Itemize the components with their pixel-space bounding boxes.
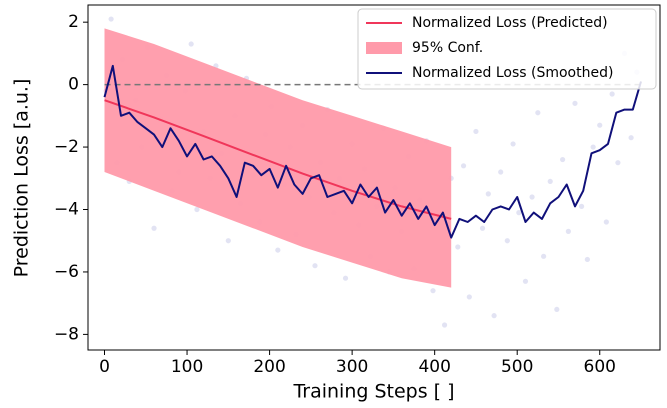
scatter-point: [312, 263, 318, 269]
scatter-point: [430, 288, 436, 294]
line: [104, 99, 452, 220]
scatter-point: [516, 210, 522, 216]
scatter-point: [225, 238, 231, 244]
scatter-point: [565, 228, 571, 234]
scatter-point: [455, 244, 461, 250]
scatter-point: [522, 278, 529, 284]
legend-box: [357, 8, 657, 90]
scatter-point: [615, 160, 621, 166]
scatter-point: [609, 91, 615, 97]
legend-label: Normalized Loss (Predicted): [412, 15, 608, 31]
scatter-point: [504, 238, 510, 244]
legend-label: Normalized Loss (Smoothed): [412, 65, 613, 81]
scatter-point: [188, 41, 194, 47]
y-tick-label: −6: [54, 262, 79, 282]
x-tick-label: 0: [99, 357, 110, 377]
x-axis-label: Training Steps [ ]: [292, 381, 454, 403]
x-tick-label: 500: [501, 357, 533, 377]
confidence-band: [104, 28, 452, 288]
scatter-point: [590, 144, 596, 150]
scatter-point: [151, 225, 157, 231]
y-tick-label: −2: [54, 137, 79, 157]
scatter-point: [466, 294, 472, 300]
scatter-point: [473, 128, 479, 135]
x-tick-label: 600: [584, 357, 616, 377]
y-tick-label: −4: [54, 200, 79, 220]
scatter-point: [584, 256, 590, 263]
scatter-point: [541, 253, 547, 259]
scatter-point: [529, 194, 535, 200]
y-axis-label: Prediction Loss [a.u.]: [11, 79, 33, 278]
scatter-point: [491, 313, 497, 319]
scatter-point: [572, 100, 578, 106]
scatter-point: [547, 178, 553, 185]
scatter-point: [479, 225, 486, 231]
line: [103, 64, 642, 239]
legend-label: 95% Conf.: [412, 40, 483, 56]
scatter-point: [275, 247, 281, 253]
x-tick-label: 400: [418, 357, 450, 377]
scatter-point: [342, 275, 349, 281]
scatter-point: [603, 219, 609, 225]
scatter-point: [597, 122, 603, 128]
y-tick-label: 0: [68, 75, 79, 95]
scatter-point: [194, 206, 200, 213]
scatter-point: [560, 156, 566, 163]
plot-frame: [87, 4, 661, 351]
legend: Normalized Loss (Predicted) 95% Conf. Norm…: [357, 8, 657, 90]
scatter-point: [510, 141, 516, 147]
x-tick-label: 300: [336, 357, 368, 377]
scatter-point: [554, 306, 560, 313]
legend-swatch: [366, 42, 402, 54]
y-tick-label: −8: [54, 324, 79, 344]
y-tick-label: 2: [68, 12, 79, 32]
scatter-point: [535, 110, 541, 116]
scatter-point: [578, 203, 585, 209]
scatter-point: [108, 16, 114, 22]
scatter-point: [441, 322, 448, 328]
scatter-point: [460, 163, 467, 169]
x-tick-label: 100: [171, 357, 203, 377]
x-tick-label: 200: [253, 357, 285, 377]
scatter-point: [498, 169, 504, 175]
scatter-point: [485, 191, 491, 197]
scatter-point: [628, 135, 634, 141]
